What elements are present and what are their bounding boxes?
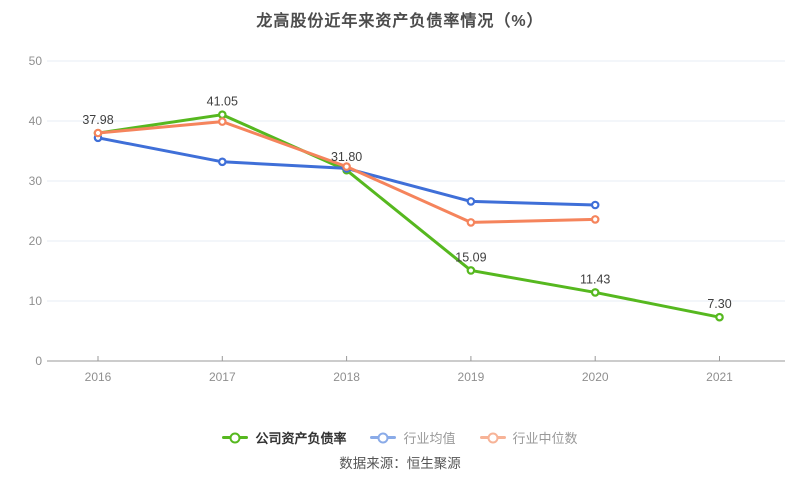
line-marker-icon (370, 431, 397, 444)
data-point-company-ratio[interactable] (218, 110, 227, 120)
x-axis-tick-label: 2017 (209, 370, 236, 384)
y-axis-tick-label: 50 (29, 54, 43, 68)
value-label: 11.43 (580, 272, 610, 286)
data-point-industry-median[interactable] (466, 218, 476, 227)
chart-title: 龙高股份近年来资产负债率情况（%） (256, 13, 544, 30)
series-line-company-ratio (96, 113, 721, 319)
legend-ring (487, 432, 498, 443)
x-axis-tick-label: 2019 (458, 370, 485, 384)
value-label: 41.05 (207, 95, 238, 109)
data-point-industry-median[interactable] (218, 117, 227, 126)
y-axis-tick-label: 40 (29, 114, 43, 128)
x-axis-tick-label: 2018 (333, 370, 360, 384)
legend-item-industry-mean[interactable]: 行业均值 (370, 428, 456, 447)
x-axis-tick-label: 2016 (85, 370, 112, 384)
legend-label: 公司资产负债率 (255, 431, 347, 446)
line-marker-icon (479, 431, 506, 444)
line-chart-plot: 0 10 20 30 40 50 2016 2017 2018 2019 2020 2021 37.98… (29, 54, 785, 384)
y-axis-tick-label: 20 (29, 234, 43, 248)
value-label: 37.98 (82, 113, 113, 127)
data-point-industry-median[interactable] (342, 162, 351, 171)
value-label: 31.80 (331, 150, 362, 164)
data-point-industry-median[interactable] (590, 215, 600, 224)
data-point-company-ratio[interactable] (466, 266, 476, 275)
data-source-label: 数据来源：恒生聚源 (339, 456, 461, 471)
value-label: 7.30 (707, 297, 731, 311)
y-axis-tick-label: 10 (29, 294, 43, 308)
data-point-industry-mean[interactable] (218, 157, 227, 167)
data-point-industry-median[interactable] (93, 128, 103, 138)
legend-ring (229, 432, 241, 443)
x-axis-tick-label: 2021 (706, 370, 733, 384)
legend-label: 行业中位数 (512, 431, 578, 446)
legend-item-company-ratio[interactable]: 公司资产负债率 (222, 428, 346, 447)
data-point-company-ratio[interactable] (715, 312, 724, 322)
line-marker-icon (222, 431, 249, 444)
legend-item-industry-median[interactable]: 行业中位数 (479, 428, 578, 447)
legend-ring (377, 432, 389, 443)
y-axis-tick-label: 30 (29, 174, 43, 188)
data-point-industry-mean[interactable] (466, 197, 476, 206)
chart-legend: 公司资产负债率 行业均值 行业中位数 (0, 428, 800, 447)
legend-label: 行业均值 (403, 431, 456, 446)
data-point-industry-mean[interactable] (590, 200, 600, 210)
x-axis-tick-label: 2020 (582, 370, 609, 384)
data-point-company-ratio[interactable] (590, 288, 600, 297)
y-axis-tick-label: 0 (35, 354, 42, 368)
value-label: 15.09 (455, 250, 486, 264)
